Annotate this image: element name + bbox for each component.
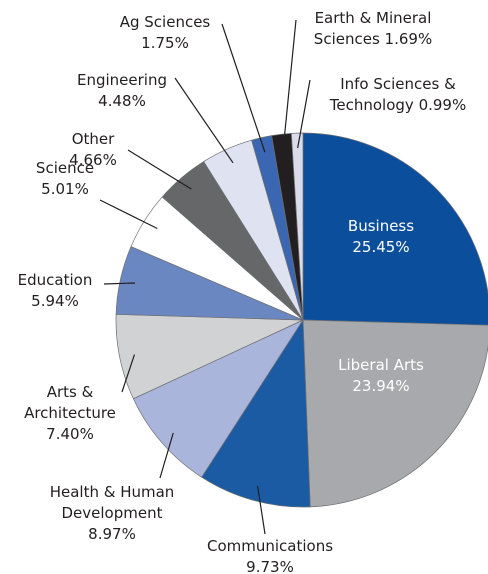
category-name: Other (71, 130, 115, 148)
leader-line (221, 23, 266, 153)
category-name: Engineering (77, 71, 167, 89)
leader-line (159, 432, 174, 479)
value-label: 5.01% (41, 180, 89, 198)
value-label: 1.75% (141, 34, 189, 52)
slice-label: Science 5.01% (10, 158, 120, 200)
value-label: 9.73% (246, 558, 294, 574)
value-label: 25.45% (352, 238, 410, 256)
value-label: 7.40% (46, 425, 94, 443)
leader-line (103, 282, 136, 285)
leader-line (127, 149, 192, 190)
value-label: 1.69% (384, 30, 433, 48)
slice-label: Arts & Architecture 7.40% (10, 382, 130, 445)
category-name: Earth & Mineral Sciences (313, 9, 432, 48)
category-name: Education (17, 271, 93, 289)
slice-label: Earth & Mineral Sciences 1.69% (288, 8, 458, 50)
leader-line (121, 354, 136, 393)
category-name: Science (35, 159, 95, 177)
category-name: Health & Human Development (49, 483, 175, 522)
leader-line (257, 485, 266, 535)
pie-slice (132, 319, 304, 478)
value-label: 23.94% (352, 377, 410, 395)
slice-label: Health & Human Development 8.97% (12, 482, 212, 545)
slice-label: Business 25.45% (311, 216, 451, 258)
leader-line (174, 77, 234, 164)
slice-label: Ag Sciences 1.75% (100, 12, 230, 54)
value-label: 8.97% (88, 525, 136, 543)
value-label: 5.94% (31, 292, 79, 310)
slice-label: Communications 9.73% (185, 536, 355, 574)
slice-label: Engineering 4.48% (52, 70, 192, 112)
category-name: Ag Sciences (119, 13, 211, 31)
slice-label: Education 5.94% (0, 270, 110, 312)
slice-label: Info Sciences & Technology 0.99% (308, 74, 488, 116)
leader-line (99, 199, 158, 230)
value-label: 0.99% (418, 96, 467, 114)
value-label: 4.66% (69, 151, 117, 169)
category-name: Communications (206, 537, 334, 555)
pie-slice (201, 318, 311, 508)
category-name: Arts & Architecture (24, 383, 116, 422)
category-name: Info Sciences & Technology (329, 75, 456, 114)
category-name: Liberal Arts (338, 356, 424, 374)
slice-label: Liberal Arts 23.94% (311, 355, 451, 397)
slice-label: Other 4.66% (40, 129, 146, 171)
category-name: Business (347, 217, 415, 235)
pie-slice (302, 319, 488, 508)
value-label: 4.48% (98, 92, 146, 110)
pie-slice (291, 132, 304, 321)
leader-line (282, 19, 297, 150)
leader-line (297, 79, 311, 149)
